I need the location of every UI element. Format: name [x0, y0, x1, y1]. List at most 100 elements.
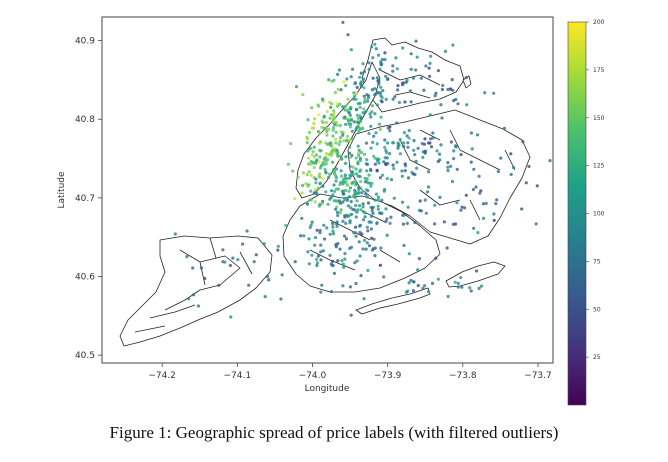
data-point — [418, 199, 422, 203]
data-point — [400, 169, 404, 173]
data-point — [380, 198, 384, 202]
data-point — [370, 236, 374, 240]
data-point — [324, 126, 328, 130]
data-point — [336, 154, 340, 158]
data-point — [315, 228, 319, 232]
data-point — [391, 64, 395, 68]
data-point — [330, 102, 334, 106]
data-point — [419, 76, 423, 80]
data-point — [378, 263, 382, 267]
data-point — [456, 285, 460, 289]
data-point — [476, 231, 480, 235]
data-point — [379, 91, 383, 95]
data-point — [454, 97, 458, 102]
data-point — [446, 161, 450, 165]
data-point — [319, 243, 323, 247]
data-point — [355, 259, 359, 263]
data-point — [329, 105, 333, 109]
data-point — [449, 140, 453, 144]
data-point — [358, 223, 363, 227]
data-point — [382, 160, 386, 164]
data-point — [359, 150, 364, 155]
data-point — [319, 250, 323, 254]
data-point — [349, 313, 353, 317]
data-point — [395, 160, 399, 164]
data-point — [439, 143, 443, 147]
data-point — [393, 95, 397, 99]
data-point — [373, 246, 377, 250]
data-point — [361, 205, 365, 209]
data-point — [407, 128, 411, 133]
data-point — [464, 193, 468, 197]
y-tick-label: 40.7 — [75, 194, 95, 204]
data-point — [371, 76, 375, 80]
data-point — [372, 134, 376, 138]
data-point — [341, 200, 345, 204]
data-point — [323, 167, 327, 172]
data-point — [337, 143, 341, 147]
data-point — [358, 127, 362, 131]
data-point — [373, 198, 377, 202]
data-point — [318, 231, 322, 235]
data-point — [403, 100, 407, 104]
data-point — [414, 68, 418, 72]
data-point — [379, 246, 383, 250]
data-point — [346, 204, 350, 208]
data-point — [331, 232, 336, 236]
data-point — [317, 160, 321, 164]
data-point — [375, 221, 379, 226]
data-point — [350, 153, 354, 157]
data-point — [383, 57, 387, 62]
data-point — [433, 203, 437, 207]
data-point — [316, 254, 320, 258]
data-point — [370, 181, 374, 186]
data-point — [492, 212, 496, 216]
data-point — [377, 122, 381, 126]
data-point — [381, 89, 385, 93]
data-point — [384, 219, 388, 224]
data-point — [367, 94, 371, 98]
data-point — [315, 158, 319, 162]
data-point — [406, 176, 411, 180]
data-point — [310, 126, 314, 130]
data-point — [313, 243, 317, 247]
data-point — [328, 232, 332, 236]
data-point — [203, 276, 207, 281]
data-point — [396, 144, 400, 148]
data-point — [313, 117, 317, 121]
data-point — [440, 87, 444, 92]
data-point — [377, 80, 381, 84]
data-point — [348, 164, 352, 168]
data-point — [392, 196, 396, 200]
data-point — [345, 138, 349, 142]
data-point — [322, 156, 326, 161]
data-point — [335, 224, 339, 228]
data-point — [499, 156, 503, 160]
data-point — [403, 169, 407, 173]
data-point — [252, 260, 256, 264]
data-point — [319, 163, 324, 168]
data-point — [334, 137, 338, 141]
data-point — [398, 138, 402, 142]
data-point — [345, 134, 350, 138]
data-point — [245, 229, 249, 233]
data-point — [357, 204, 362, 208]
data-point — [343, 234, 347, 238]
data-point — [383, 145, 387, 149]
data-point — [319, 258, 323, 262]
data-point — [340, 157, 344, 161]
data-point — [336, 87, 340, 91]
data-point — [474, 185, 478, 189]
boundary-jamaica-bay-island — [445, 261, 506, 288]
data-point — [336, 213, 340, 218]
data-point — [185, 255, 189, 259]
data-point — [472, 226, 476, 230]
data-point — [445, 246, 449, 250]
data-point — [276, 248, 280, 252]
data-point — [306, 118, 310, 122]
data-point — [348, 145, 352, 149]
data-point — [380, 96, 384, 100]
data-point — [312, 145, 316, 149]
data-point — [351, 170, 355, 174]
data-point — [307, 170, 311, 174]
